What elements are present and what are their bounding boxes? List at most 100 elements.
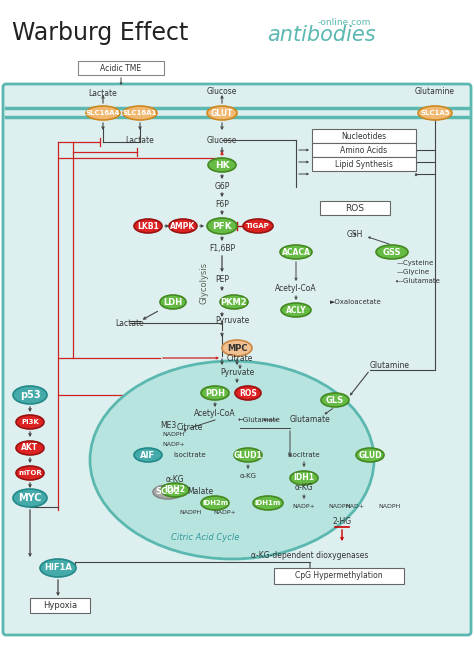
Text: Acidic TME: Acidic TME xyxy=(100,63,142,72)
Text: α-KG: α-KG xyxy=(295,483,313,491)
Text: LKB1: LKB1 xyxy=(137,221,159,231)
Text: GLUD: GLUD xyxy=(358,450,382,460)
Text: Isocitrate: Isocitrate xyxy=(173,452,206,458)
Ellipse shape xyxy=(169,219,197,233)
FancyBboxPatch shape xyxy=(320,201,390,215)
Text: IDH1: IDH1 xyxy=(293,473,315,483)
Text: Malate: Malate xyxy=(187,487,213,497)
Text: NADP+: NADP+ xyxy=(292,503,315,509)
Text: Lactate: Lactate xyxy=(89,88,118,98)
Text: PDH: PDH xyxy=(205,388,225,398)
Text: ACACA: ACACA xyxy=(282,247,310,257)
Text: SCO2: SCO2 xyxy=(155,487,181,497)
Ellipse shape xyxy=(13,386,47,404)
Text: 2-HG: 2-HG xyxy=(332,517,352,527)
Ellipse shape xyxy=(134,448,162,462)
Text: GLUD1: GLUD1 xyxy=(234,450,263,460)
FancyBboxPatch shape xyxy=(78,61,164,75)
Ellipse shape xyxy=(222,340,252,356)
Text: PKM2: PKM2 xyxy=(221,297,247,307)
Text: Citrate: Citrate xyxy=(177,424,203,432)
Text: —Glutamate: —Glutamate xyxy=(397,278,441,284)
Ellipse shape xyxy=(208,158,236,172)
Ellipse shape xyxy=(290,471,318,485)
Text: Citrate: Citrate xyxy=(227,354,253,362)
Text: Lipid Synthesis: Lipid Synthesis xyxy=(335,160,393,168)
Ellipse shape xyxy=(321,393,349,407)
Text: MPC: MPC xyxy=(227,344,247,352)
FancyBboxPatch shape xyxy=(312,143,416,157)
Ellipse shape xyxy=(201,386,229,400)
Text: IDH1m: IDH1m xyxy=(255,500,281,506)
Text: p53: p53 xyxy=(20,390,40,400)
Text: ►Oxaloacetate: ►Oxaloacetate xyxy=(330,299,382,305)
Text: Pyruvate: Pyruvate xyxy=(215,315,249,325)
Text: α-KG: α-KG xyxy=(166,475,184,485)
Text: SLC16A4: SLC16A4 xyxy=(86,110,120,116)
Ellipse shape xyxy=(16,466,44,480)
Text: GSS: GSS xyxy=(383,247,401,257)
Text: antibodies: antibodies xyxy=(267,25,375,45)
Text: CpG Hypermethylation: CpG Hypermethylation xyxy=(295,571,383,581)
Ellipse shape xyxy=(280,245,312,259)
Text: Nucleotides: Nucleotides xyxy=(341,132,387,140)
Text: —Cysteine: —Cysteine xyxy=(397,260,434,266)
Ellipse shape xyxy=(220,295,248,309)
Text: NADPH: NADPH xyxy=(329,503,351,509)
Text: PEP: PEP xyxy=(215,275,229,283)
Text: Isocitrate: Isocitrate xyxy=(288,452,320,458)
Text: NADP+: NADP+ xyxy=(214,511,237,515)
Ellipse shape xyxy=(160,295,186,309)
Ellipse shape xyxy=(201,496,229,510)
Text: Lactate: Lactate xyxy=(116,319,145,327)
Text: F6P: F6P xyxy=(215,200,229,209)
Text: MYC: MYC xyxy=(18,493,42,503)
Ellipse shape xyxy=(207,218,237,234)
Text: Glucose: Glucose xyxy=(207,136,237,144)
Text: AIF: AIF xyxy=(140,450,155,460)
Text: GLS: GLS xyxy=(326,396,344,404)
Text: GSH: GSH xyxy=(347,229,363,239)
Text: AKT: AKT xyxy=(21,444,38,452)
FancyBboxPatch shape xyxy=(274,568,404,584)
Text: NADPH: NADPH xyxy=(379,503,401,509)
Text: NADPH: NADPH xyxy=(179,511,201,515)
Text: α-KG-dependent dioxygenases: α-KG-dependent dioxygenases xyxy=(251,551,369,559)
Text: GLUT: GLUT xyxy=(211,108,233,118)
Text: Warburg Effect: Warburg Effect xyxy=(12,21,188,45)
Text: F1,6BP: F1,6BP xyxy=(209,243,235,253)
Ellipse shape xyxy=(16,441,44,455)
Ellipse shape xyxy=(418,106,452,120)
Text: α-KG: α-KG xyxy=(239,473,256,479)
Ellipse shape xyxy=(134,219,162,233)
Text: PFK: PFK xyxy=(212,221,232,231)
Text: SLC1A5: SLC1A5 xyxy=(420,110,450,116)
Text: NADPH: NADPH xyxy=(162,432,184,438)
Text: Lactate: Lactate xyxy=(126,136,155,144)
Ellipse shape xyxy=(281,303,311,317)
Ellipse shape xyxy=(243,219,273,233)
Text: ROS: ROS xyxy=(239,388,257,398)
Text: ←Glutamate: ←Glutamate xyxy=(237,417,280,423)
FancyBboxPatch shape xyxy=(30,598,90,613)
Ellipse shape xyxy=(86,106,120,120)
Text: Glycolysis: Glycolysis xyxy=(200,262,209,304)
Text: —Glycine: —Glycine xyxy=(397,269,430,275)
Ellipse shape xyxy=(253,496,283,510)
Ellipse shape xyxy=(356,448,384,462)
Text: TIGAP: TIGAP xyxy=(246,223,270,229)
Ellipse shape xyxy=(235,386,261,400)
Text: IDH2m: IDH2m xyxy=(202,500,228,506)
Ellipse shape xyxy=(40,559,76,577)
Text: SLC16A1: SLC16A1 xyxy=(123,110,157,116)
Text: IDH2: IDH2 xyxy=(164,485,185,495)
Text: HIF1A: HIF1A xyxy=(44,563,72,573)
Text: ACLY: ACLY xyxy=(286,305,306,315)
Ellipse shape xyxy=(207,106,237,120)
Ellipse shape xyxy=(153,485,183,499)
Ellipse shape xyxy=(123,106,157,120)
Text: mTOR: mTOR xyxy=(18,470,42,476)
Text: Pyruvate: Pyruvate xyxy=(220,368,254,376)
Text: Amino Acids: Amino Acids xyxy=(340,146,388,154)
Text: Glutamine: Glutamine xyxy=(415,86,455,96)
